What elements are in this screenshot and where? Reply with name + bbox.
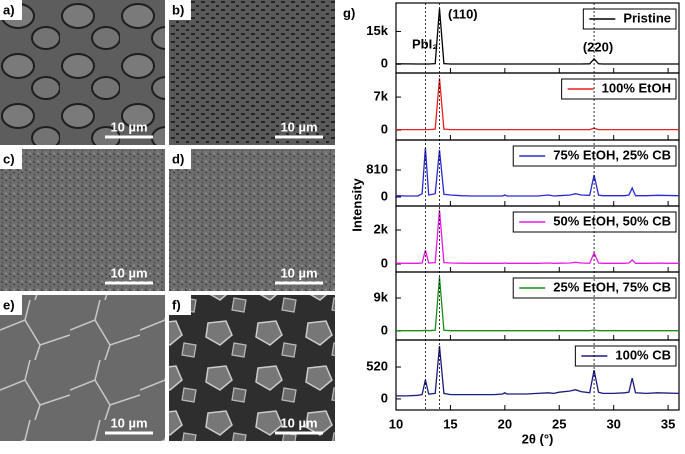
panel-label: f) <box>172 297 181 312</box>
x-tick-label: 20 <box>498 416 512 431</box>
label-box <box>0 149 22 169</box>
panel-label: e) <box>3 297 15 312</box>
scale-bar-label: 10 µm <box>110 119 147 134</box>
y-tick-label: 0 <box>381 122 388 137</box>
x-tick-label: 30 <box>606 416 620 431</box>
panel-label: a) <box>3 2 15 17</box>
legend-label: 100% EtOH <box>602 80 671 95</box>
annotation: (220) <box>583 39 613 54</box>
sem-image <box>0 0 165 145</box>
xrd-line <box>395 209 680 264</box>
x-tick-label: 25 <box>552 416 566 431</box>
sem-image <box>169 295 335 441</box>
y-tick-label: 2k <box>374 221 389 236</box>
legend-box <box>582 8 677 30</box>
legend-box <box>512 277 677 299</box>
legend: Pristine <box>582 8 677 30</box>
y-tick-label: 0 <box>381 188 388 203</box>
scale-bar-label: 10 µm <box>280 265 317 280</box>
xrd-line <box>395 147 680 197</box>
y-tick-label: 7k <box>374 89 389 104</box>
xrd-line <box>396 277 679 332</box>
legend: 100% EtOH <box>561 78 677 100</box>
scale-bar-label: 10 µm <box>110 415 147 430</box>
scale-bar-label: 10 µm <box>280 119 317 134</box>
x-axis-label: 2θ (°) <box>522 431 554 446</box>
x-tick-label: 35 <box>661 416 675 431</box>
y-tick-label: 0 <box>381 322 388 337</box>
plot-frame <box>395 339 680 411</box>
y-tick-label: 0 <box>381 390 388 405</box>
xrd-line <box>396 78 679 131</box>
legend-label: 50% EtOH, 50% CB <box>553 213 671 228</box>
label-box <box>169 295 191 315</box>
label-box <box>169 149 191 169</box>
annotation: (110) <box>448 6 478 21</box>
sem-image <box>169 0 335 145</box>
legend: 75% EtOH, 25% CB <box>512 145 677 167</box>
label-box <box>0 0 22 20</box>
legend-box <box>574 345 677 367</box>
xrd-line <box>395 8 679 65</box>
sem-image <box>0 149 165 291</box>
panel-label: c) <box>3 151 15 166</box>
sem-image <box>169 149 335 291</box>
legend-label: 25% EtOH, 75% CB <box>553 279 671 294</box>
y-tick-label: 520 <box>366 358 388 373</box>
panel-label: b) <box>172 2 184 17</box>
legend-label: 75% EtOH, 25% CB <box>553 147 671 162</box>
y-tick-label: 0 <box>381 255 388 270</box>
xrd-line <box>396 346 680 397</box>
y-tick-label: 810 <box>366 161 388 176</box>
legend-label: 100% CB <box>615 347 671 362</box>
chart-label: g) <box>343 5 355 20</box>
annotation: PbI₂ <box>412 36 438 51</box>
y-tick-label: 9k <box>374 289 389 304</box>
legend: 25% EtOH, 75% CB <box>512 277 677 299</box>
y-tick-label: 0 <box>381 56 388 71</box>
label-box <box>0 295 22 315</box>
legend-box <box>512 145 677 167</box>
sem-image <box>0 295 165 441</box>
scale-bar-label: 10 µm <box>110 265 147 280</box>
legend-label: Pristine <box>623 10 671 25</box>
label-box <box>169 0 191 20</box>
legend: 100% CB <box>574 345 677 367</box>
x-tick-label: 15 <box>443 416 457 431</box>
panel-label: d) <box>172 151 184 166</box>
legend: 50% EtOH, 50% CB <box>512 211 677 233</box>
y-axis-label: Intensity <box>349 178 364 232</box>
x-tick-label: 10 <box>389 416 403 431</box>
y-tick-label: 15k <box>366 23 388 38</box>
legend-box <box>512 211 677 233</box>
scale-bar-label: 10 µm <box>280 415 317 430</box>
legend-box <box>561 78 677 100</box>
